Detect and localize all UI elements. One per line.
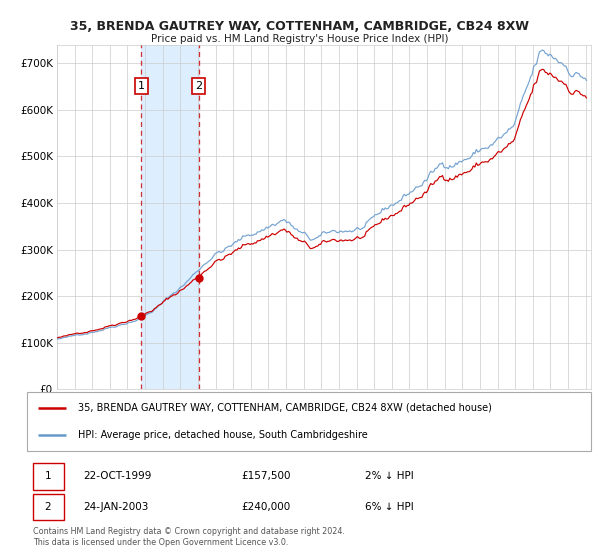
Text: 35, BRENDA GAUTREY WAY, COTTENHAM, CAMBRIDGE, CB24 8XW: 35, BRENDA GAUTREY WAY, COTTENHAM, CAMBR… — [71, 20, 530, 32]
Text: 2% ↓ HPI: 2% ↓ HPI — [365, 472, 414, 482]
Text: Contains HM Land Registry data © Crown copyright and database right 2024.
This d: Contains HM Land Registry data © Crown c… — [32, 528, 344, 547]
Text: 1: 1 — [138, 81, 145, 91]
Bar — [142, 45, 199, 389]
Text: HPI: Average price, detached house, South Cambridgeshire: HPI: Average price, detached house, Sout… — [78, 430, 368, 440]
Text: £157,500: £157,500 — [241, 472, 291, 482]
Text: Price paid vs. HM Land Registry's House Price Index (HPI): Price paid vs. HM Land Registry's House … — [151, 34, 449, 44]
FancyBboxPatch shape — [32, 463, 64, 490]
Text: 35, BRENDA GAUTREY WAY, COTTENHAM, CAMBRIDGE, CB24 8XW (detached house): 35, BRENDA GAUTREY WAY, COTTENHAM, CAMBR… — [78, 403, 491, 413]
Text: 2: 2 — [44, 502, 51, 512]
FancyBboxPatch shape — [32, 493, 64, 520]
Text: 6% ↓ HPI: 6% ↓ HPI — [365, 502, 414, 512]
Text: £240,000: £240,000 — [241, 502, 290, 512]
FancyBboxPatch shape — [27, 392, 591, 451]
Text: 24-JAN-2003: 24-JAN-2003 — [83, 502, 149, 512]
Text: 1: 1 — [44, 472, 51, 482]
Text: 2: 2 — [195, 81, 202, 91]
Text: 22-OCT-1999: 22-OCT-1999 — [83, 472, 152, 482]
